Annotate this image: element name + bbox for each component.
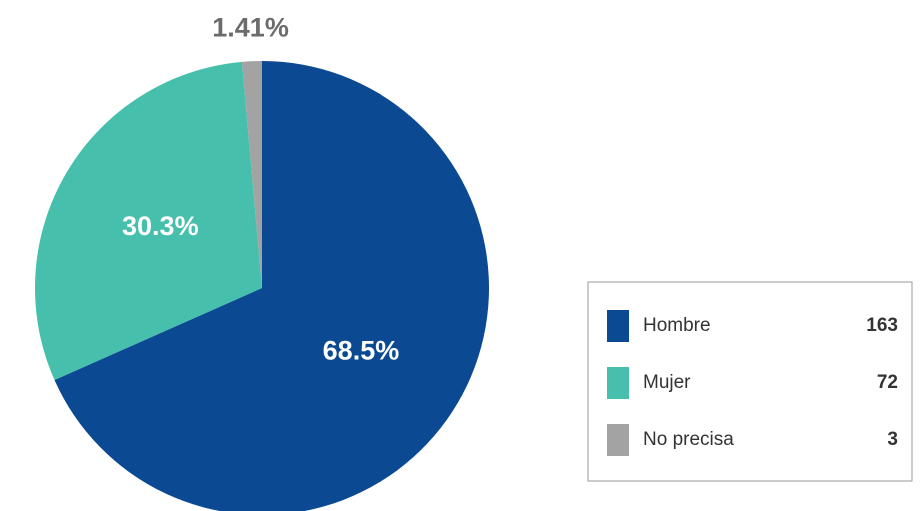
pie-slice	[34, 61, 263, 381]
slice-label: 68.5%	[323, 335, 400, 365]
legend-swatch	[607, 367, 629, 399]
legend-count: 72	[877, 372, 898, 393]
legend-label: Mujer	[643, 372, 691, 393]
legend-label: Hombre	[643, 315, 711, 336]
slice-label: 30.3%	[122, 211, 199, 241]
legend-count: 163	[866, 315, 898, 336]
legend-count: 3	[887, 429, 898, 450]
legend-swatch	[607, 310, 629, 342]
pie-slice	[54, 61, 489, 511]
legend-box	[587, 281, 913, 482]
legend-label: No precisa	[643, 429, 734, 450]
slice-label: 1.41%	[212, 12, 289, 42]
pie-slice	[241, 61, 262, 288]
legend-swatch	[607, 424, 629, 456]
